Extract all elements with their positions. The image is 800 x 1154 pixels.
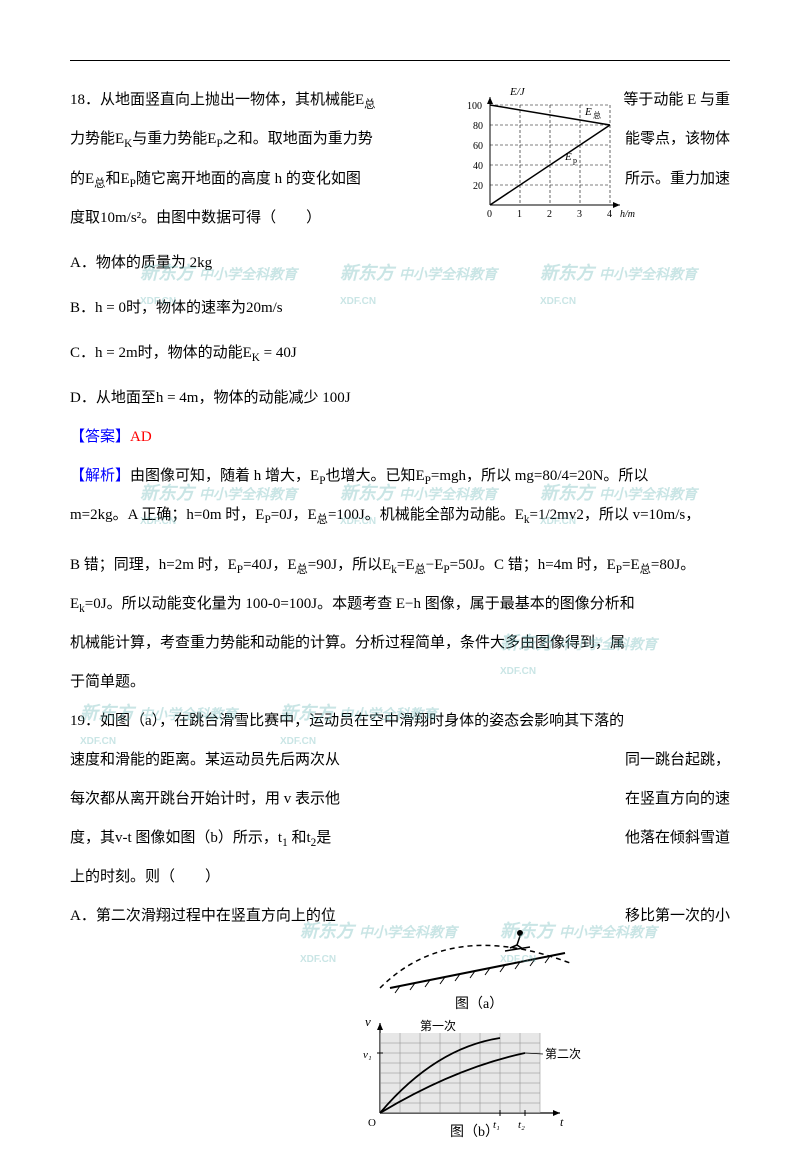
q19-figures: 图（a） v xyxy=(350,908,610,1138)
q18-answer: 【答案】AD xyxy=(70,418,730,457)
q19-stem-line5: 上的时刻。则（ ） xyxy=(70,858,730,897)
analysis-label: 【解析】 xyxy=(70,468,130,484)
q19-stem-line1: 19．如图（a），在跳台滑雪比赛中，运动员在空中滑翔时身体的姿态会影响其下落的 xyxy=(70,702,730,741)
q18-option-a: A．物体的质量为 2kg xyxy=(70,244,730,283)
answer-label: 【答案】 xyxy=(70,429,130,445)
answer-text: AD xyxy=(130,429,152,445)
q18-analysis-l2: m=2kg。A 正确；h=0m 时，EP=0J，E总=100J。机械能全部为动能… xyxy=(70,496,730,535)
q18-option-c: C．h = 2m时，物体的动能EK = 40J xyxy=(70,334,730,373)
question-18: 18．从地面竖直向上抛出一物体，其机械能E总 等于动能 E 与重 力势能EK与重… xyxy=(70,81,730,702)
svg-text:O: O xyxy=(368,1117,376,1129)
q19-stem-line4: 度，其v-t 图像如图（b）所示，t1 和t2是 他落在倾斜雪道 xyxy=(70,819,730,858)
svg-text:第一次: 第一次 xyxy=(420,1019,456,1033)
q18-analysis-l1: 【解析】由图像可知，随着 h 增大，EP也增大。已知EP=mgh，所以 mg=8… xyxy=(70,457,730,496)
q19-option-a: A．第二次滑翔过程中在竖直方向上的位移比第一次的小 xyxy=(70,897,730,936)
q18-stem-line3: 的E总和EP随它离开地面的高度 h 的变化如图 所示。重力加速 xyxy=(70,160,730,199)
fig-b-label: 图（b） xyxy=(450,1124,499,1138)
q18-analysis-l5: 机械能计算，考查重力势能和动能的计算。分析过程简单，条件大多由图像得到，属 xyxy=(70,624,730,663)
q18-stem-line4: 度取10m/s²。由图中数据可得（ ） xyxy=(70,199,730,238)
q18-stem-line1: 18．从地面竖直向上抛出一物体，其机械能E总 等于动能 E 与重 xyxy=(70,81,730,120)
svg-text:v₁: v₁ xyxy=(363,1049,372,1061)
q18-stem-line2: 力势能EK与重力势能EP之和。取地面为重力势 能零点，该物体 xyxy=(70,120,730,159)
q18-analysis-l6: 于简单题。 xyxy=(70,663,730,702)
q19-stem-line3: 每次都从离开跳台开始计时，用 v 表示他在竖直方向的速 xyxy=(70,780,730,819)
svg-text:v: v xyxy=(365,1014,371,1029)
q19-stem-line2: 速度和滑能的距离。某运动员先后两次从同一跳台起跳， xyxy=(70,741,730,780)
q18-option-b: B．h = 0时，物体的速率为20m/s xyxy=(70,289,730,328)
svg-text:第二次: 第二次 xyxy=(545,1047,581,1061)
q18-analysis-l4: Ek=0J。所以动能变化量为 100-0=100J。本题考查 E−h 图像，属于… xyxy=(70,585,730,624)
q18-option-d: D．从地面至h = 4m，物体的动能减少 100J xyxy=(70,379,730,418)
question-19: 19．如图（a），在跳台滑雪比赛中，运动员在空中滑翔时身体的姿态会影响其下落的 … xyxy=(70,702,730,936)
svg-text:t₂: t₂ xyxy=(518,1119,525,1131)
page-top-divider xyxy=(70,60,730,61)
q18-analysis-l3: B 错；同理，h=2m 时，EP=40J，E总=90J，所以Ek=E总−EP=5… xyxy=(70,546,730,585)
fig-a-label: 图（a） xyxy=(455,996,503,1012)
svg-text:t: t xyxy=(560,1115,564,1129)
